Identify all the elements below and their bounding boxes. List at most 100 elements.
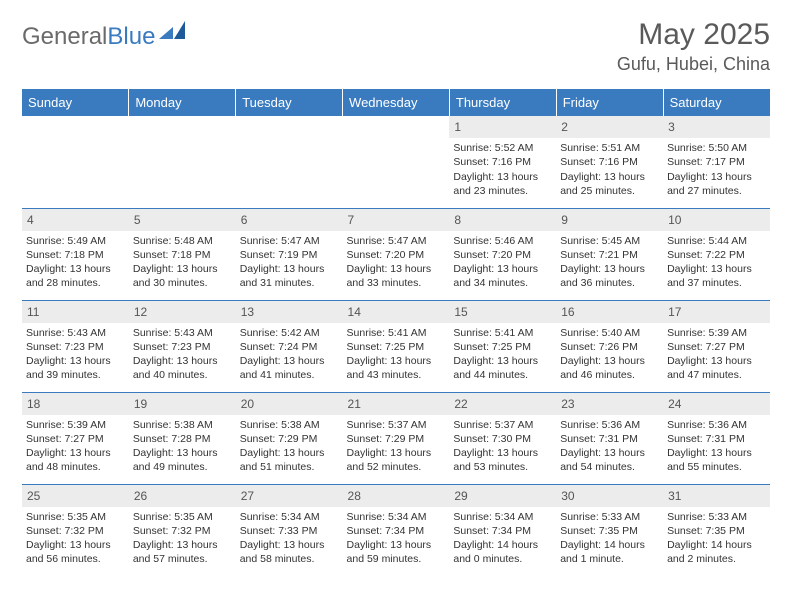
sunrise-text: Sunrise: 5:48 AM	[133, 234, 232, 248]
sunrise-text: Sunrise: 5:33 AM	[560, 510, 659, 524]
day-number: 15	[449, 301, 556, 323]
calendar-week-row: 25Sunrise: 5:35 AMSunset: 7:32 PMDayligh…	[22, 484, 770, 576]
day-number: 2	[556, 116, 663, 138]
day-number: 11	[22, 301, 129, 323]
calendar-day-cell: 12Sunrise: 5:43 AMSunset: 7:23 PMDayligh…	[129, 300, 236, 392]
calendar-day-cell	[236, 116, 343, 208]
sunset-text: Sunset: 7:34 PM	[453, 524, 552, 538]
sunset-text: Sunset: 7:17 PM	[667, 155, 766, 169]
day-number: 8	[449, 209, 556, 231]
calendar-day-cell: 31Sunrise: 5:33 AMSunset: 7:35 PMDayligh…	[663, 484, 770, 576]
day-number: 25	[22, 485, 129, 507]
daylight-text: Daylight: 14 hours and 0 minutes.	[453, 538, 552, 566]
weekday-header: Sunday	[22, 89, 129, 116]
day-number: 10	[663, 209, 770, 231]
daylight-text: Daylight: 13 hours and 40 minutes.	[133, 354, 232, 382]
calendar-day-cell: 17Sunrise: 5:39 AMSunset: 7:27 PMDayligh…	[663, 300, 770, 392]
sunrise-text: Sunrise: 5:37 AM	[347, 418, 446, 432]
sunrise-text: Sunrise: 5:50 AM	[667, 141, 766, 155]
day-number: 7	[343, 209, 450, 231]
sunset-text: Sunset: 7:34 PM	[347, 524, 446, 538]
calendar-day-cell: 23Sunrise: 5:36 AMSunset: 7:31 PMDayligh…	[556, 392, 663, 484]
calendar-day-cell: 5Sunrise: 5:48 AMSunset: 7:18 PMDaylight…	[129, 208, 236, 300]
location-label: Gufu, Hubei, China	[617, 54, 770, 75]
daylight-text: Daylight: 13 hours and 44 minutes.	[453, 354, 552, 382]
daylight-text: Daylight: 13 hours and 56 minutes.	[26, 538, 125, 566]
calendar-day-cell: 20Sunrise: 5:38 AMSunset: 7:29 PMDayligh…	[236, 392, 343, 484]
calendar-table: Sunday Monday Tuesday Wednesday Thursday…	[22, 89, 770, 576]
day-number: 4	[22, 209, 129, 231]
daylight-text: Daylight: 13 hours and 47 minutes.	[667, 354, 766, 382]
calendar-day-cell: 24Sunrise: 5:36 AMSunset: 7:31 PMDayligh…	[663, 392, 770, 484]
sunrise-text: Sunrise: 5:42 AM	[240, 326, 339, 340]
weekday-header: Tuesday	[236, 89, 343, 116]
sunrise-text: Sunrise: 5:35 AM	[26, 510, 125, 524]
sunset-text: Sunset: 7:28 PM	[133, 432, 232, 446]
day-number: 30	[556, 485, 663, 507]
sunset-text: Sunset: 7:35 PM	[560, 524, 659, 538]
sunset-text: Sunset: 7:25 PM	[347, 340, 446, 354]
sunset-text: Sunset: 7:31 PM	[667, 432, 766, 446]
calendar-day-cell: 21Sunrise: 5:37 AMSunset: 7:29 PMDayligh…	[343, 392, 450, 484]
calendar-day-cell: 29Sunrise: 5:34 AMSunset: 7:34 PMDayligh…	[449, 484, 556, 576]
calendar-day-cell: 22Sunrise: 5:37 AMSunset: 7:30 PMDayligh…	[449, 392, 556, 484]
day-number: 20	[236, 393, 343, 415]
day-number: 28	[343, 485, 450, 507]
day-number: 18	[22, 393, 129, 415]
calendar-day-cell: 28Sunrise: 5:34 AMSunset: 7:34 PMDayligh…	[343, 484, 450, 576]
daylight-text: Daylight: 13 hours and 30 minutes.	[133, 262, 232, 290]
sunrise-text: Sunrise: 5:35 AM	[133, 510, 232, 524]
sunrise-text: Sunrise: 5:39 AM	[26, 418, 125, 432]
day-number: 1	[449, 116, 556, 138]
sunrise-text: Sunrise: 5:51 AM	[560, 141, 659, 155]
daylight-text: Daylight: 13 hours and 39 minutes.	[26, 354, 125, 382]
weekday-header: Saturday	[663, 89, 770, 116]
calendar-day-cell: 11Sunrise: 5:43 AMSunset: 7:23 PMDayligh…	[22, 300, 129, 392]
day-number: 26	[129, 485, 236, 507]
weekday-header: Friday	[556, 89, 663, 116]
daylight-text: Daylight: 13 hours and 33 minutes.	[347, 262, 446, 290]
sunset-text: Sunset: 7:18 PM	[133, 248, 232, 262]
daylight-text: Daylight: 13 hours and 31 minutes.	[240, 262, 339, 290]
logo-mark-icon	[159, 18, 185, 46]
day-number: 9	[556, 209, 663, 231]
sunrise-text: Sunrise: 5:45 AM	[560, 234, 659, 248]
day-number: 14	[343, 301, 450, 323]
day-number: 13	[236, 301, 343, 323]
daylight-text: Daylight: 13 hours and 27 minutes.	[667, 170, 766, 198]
day-number: 31	[663, 485, 770, 507]
sunset-text: Sunset: 7:22 PM	[667, 248, 766, 262]
sunset-text: Sunset: 7:33 PM	[240, 524, 339, 538]
header: GeneralBlue May 2025 Gufu, Hubei, China	[22, 18, 770, 75]
sunrise-text: Sunrise: 5:46 AM	[453, 234, 552, 248]
sunset-text: Sunset: 7:27 PM	[667, 340, 766, 354]
sunrise-text: Sunrise: 5:41 AM	[453, 326, 552, 340]
calendar-day-cell: 7 Sunrise: 5:47 AMSunset: 7:20 PMDaylight…	[343, 208, 450, 300]
sunset-text: Sunset: 7:23 PM	[26, 340, 125, 354]
sunrise-text: Sunrise: 5:38 AM	[240, 418, 339, 432]
sunset-text: Sunset: 7:24 PM	[240, 340, 339, 354]
logo-text-general: General	[22, 23, 107, 51]
sunrise-text: Sunrise: 5:36 AM	[560, 418, 659, 432]
title-block: May 2025 Gufu, Hubei, China	[617, 18, 770, 75]
calendar-day-cell: 26Sunrise: 5:35 AMSunset: 7:32 PMDayligh…	[129, 484, 236, 576]
weekday-header: Wednesday	[343, 89, 450, 116]
sunset-text: Sunset: 7:27 PM	[26, 432, 125, 446]
sunset-text: Sunset: 7:20 PM	[453, 248, 552, 262]
daylight-text: Daylight: 13 hours and 55 minutes.	[667, 446, 766, 474]
sunrise-text: Sunrise: 5:52 AM	[453, 141, 552, 155]
sunset-text: Sunset: 7:29 PM	[240, 432, 339, 446]
daylight-text: Daylight: 13 hours and 58 minutes.	[240, 538, 339, 566]
sunset-text: Sunset: 7:23 PM	[133, 340, 232, 354]
sunrise-text: Sunrise: 5:47 AM	[347, 234, 446, 248]
sunrise-text: Sunrise: 5:40 AM	[560, 326, 659, 340]
day-number: 12	[129, 301, 236, 323]
daylight-text: Daylight: 13 hours and 37 minutes.	[667, 262, 766, 290]
sunset-text: Sunset: 7:16 PM	[560, 155, 659, 169]
calendar-week-row: 11Sunrise: 5:43 AMSunset: 7:23 PMDayligh…	[22, 300, 770, 392]
day-number: 22	[449, 393, 556, 415]
calendar-week-row: 4Sunrise: 5:49 AMSunset: 7:18 PMDaylight…	[22, 208, 770, 300]
sunset-text: Sunset: 7:20 PM	[347, 248, 446, 262]
calendar-day-cell	[22, 116, 129, 208]
daylight-text: Daylight: 13 hours and 46 minutes.	[560, 354, 659, 382]
